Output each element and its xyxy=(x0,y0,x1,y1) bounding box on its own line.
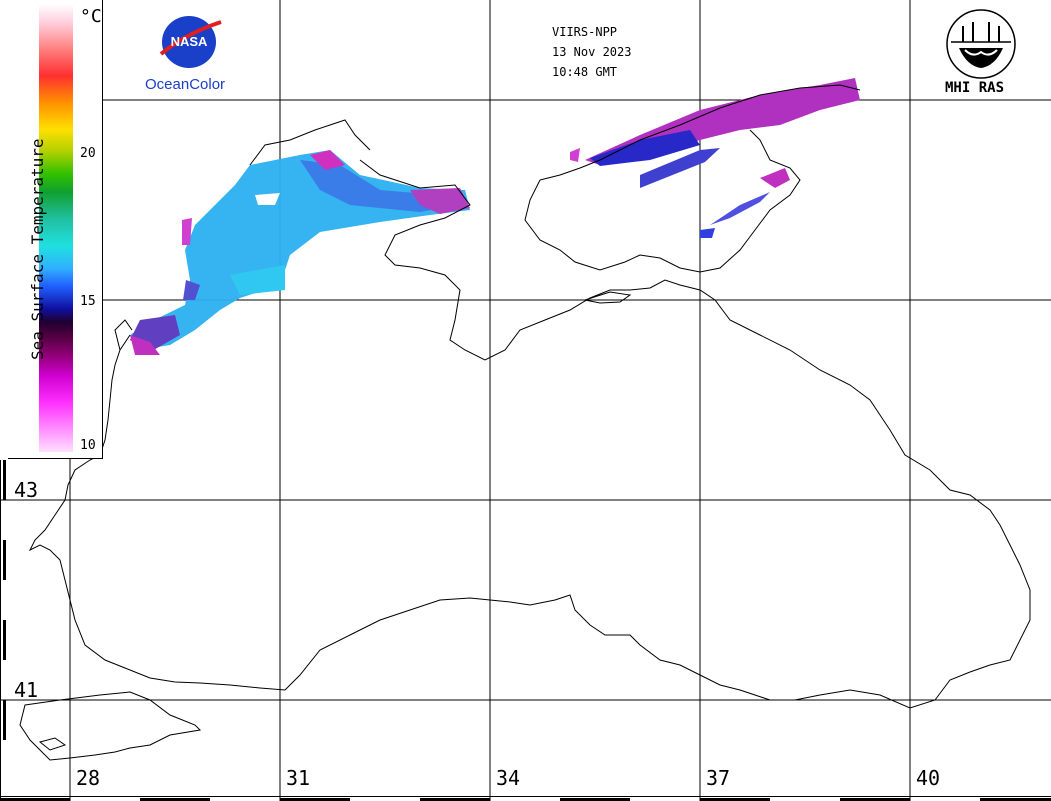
crimea-shore xyxy=(583,291,632,304)
lon-label-40: 40 xyxy=(916,766,941,790)
legend-title: Sea Surface Temperature xyxy=(28,138,47,360)
oceancolor-label: OceanColor xyxy=(145,76,226,93)
nasa-text: NASA xyxy=(171,34,208,49)
lat-label-43: 43 xyxy=(14,478,39,502)
coastline xyxy=(19,84,1031,761)
tick-20: 20 xyxy=(80,146,96,161)
lon-label-28: 28 xyxy=(76,766,101,790)
color-scale-bar xyxy=(39,4,73,452)
mhi-ras-logo xyxy=(946,9,1016,79)
legend: Sea Surface Temperature °C 20 15 10 xyxy=(8,0,103,459)
sst-azov xyxy=(570,78,860,238)
mhi-ras-label: MHI RAS xyxy=(945,80,1005,96)
lon-label-31: 31 xyxy=(286,766,311,790)
sst-west-shelf xyxy=(130,150,470,355)
tick-15: 15 xyxy=(80,294,96,309)
time-label: 10:48 GMT xyxy=(552,65,618,79)
satellite-label: VIIRS-NPP xyxy=(552,25,618,39)
nasa-logo: NASA xyxy=(159,16,222,68)
lat-label-41: 41 xyxy=(14,678,39,702)
scale-ruler xyxy=(0,460,1051,801)
tick-10: 10 xyxy=(80,438,96,453)
unit-label: °C xyxy=(80,6,102,27)
date-label: 13 Nov 2023 xyxy=(552,45,632,59)
lon-label-34: 34 xyxy=(496,766,521,790)
lon-label-37: 37 xyxy=(706,766,731,790)
